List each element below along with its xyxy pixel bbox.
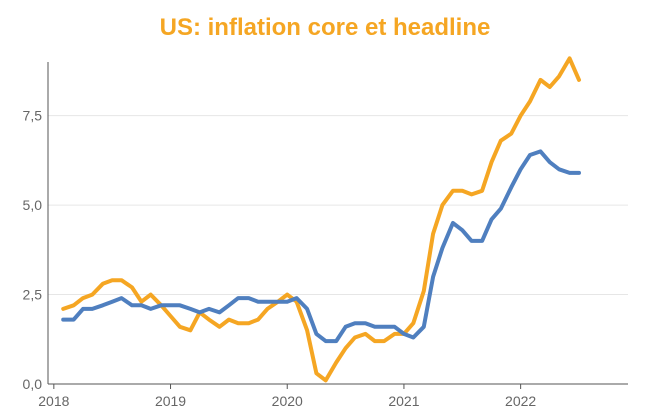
x-tick-label: 2021 [388,393,419,409]
y-tick-label: 7,5 [23,108,43,124]
core-series-line [61,149,581,344]
x-tick-label: 2018 [38,393,69,409]
axes [47,62,628,389]
grid [48,115,628,296]
y-tick-label: 0,0 [23,376,43,392]
y-tick-label: 5,0 [23,197,43,213]
headline-series-line [61,56,581,383]
tick-labels: 0,0 2,5 5,0 7,5 2018 2019 2020 2021 2022 [23,108,537,409]
x-tick-label: 2022 [505,393,536,409]
x-tick-label: 2020 [272,393,303,409]
chart-title: US: inflation core et headline [159,14,491,41]
y-tick-label: 2,5 [23,287,43,303]
series [61,56,581,383]
x-tick-label: 2019 [155,393,186,409]
